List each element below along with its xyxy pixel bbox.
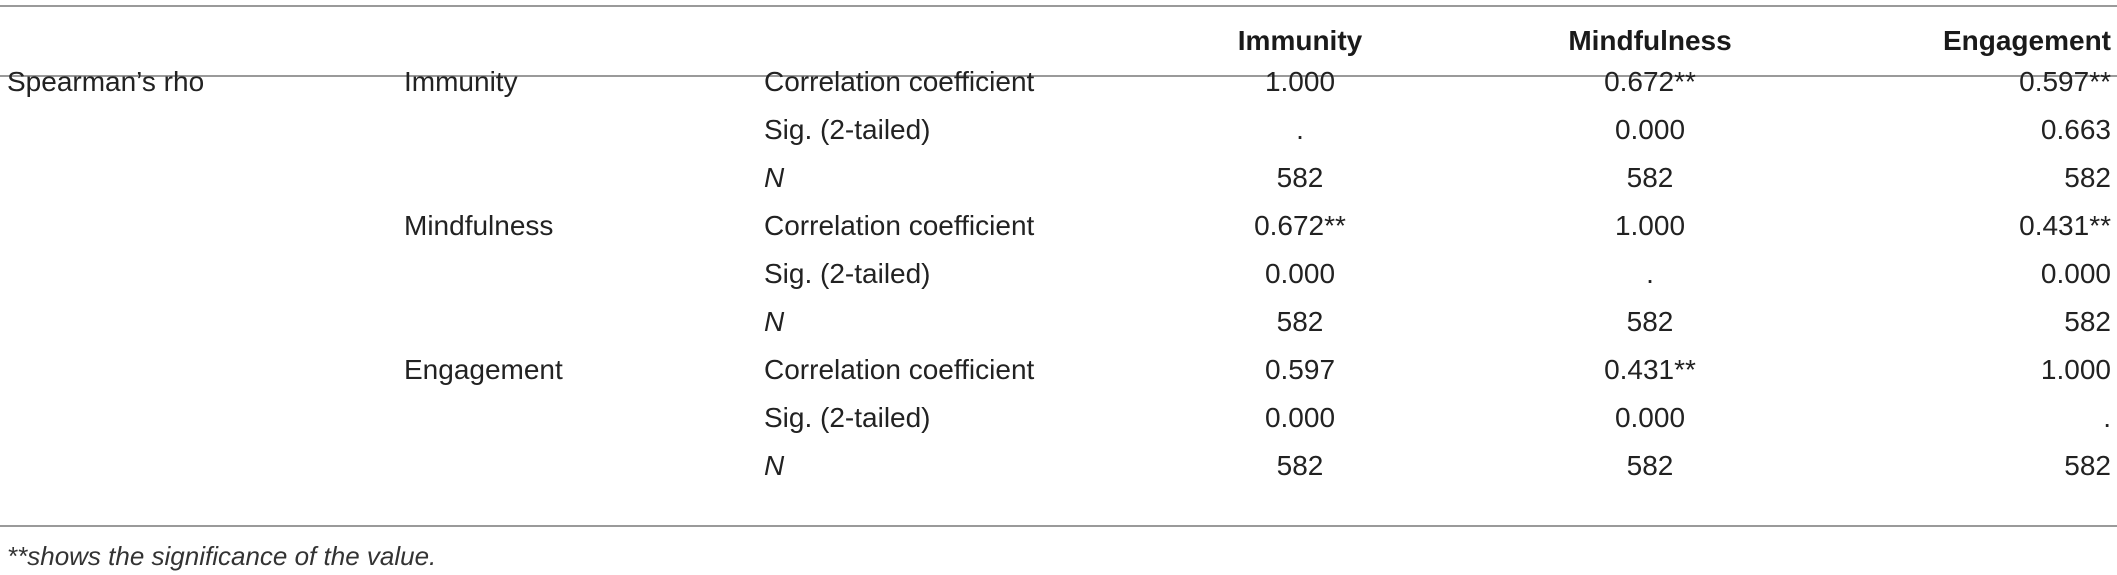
- table-bottom-rule: [0, 525, 2117, 527]
- table-top-rule: [0, 5, 2117, 7]
- table-cell: 0.672**: [1254, 210, 1346, 241]
- header-mindfulness: Mindfulness: [1568, 25, 1732, 56]
- table-footnote: **shows the significance of the value.: [7, 541, 437, 571]
- header-engagement: Engagement: [1942, 25, 2111, 56]
- table-cell: .: [1646, 258, 1654, 289]
- table-cell: 582: [2064, 450, 2111, 481]
- table-cell: 582: [1626, 306, 1674, 337]
- table-cell: 0.597: [1264, 354, 1336, 385]
- stat-label: Correlation coefficient: [764, 210, 1035, 241]
- table-cell: 1.000: [1614, 210, 1686, 241]
- table-cell: 582: [1276, 450, 1324, 481]
- stat-label: N: [764, 306, 785, 337]
- table-cell: 0.000: [1264, 258, 1336, 289]
- table-cell: 0.672**: [1604, 66, 1696, 97]
- table-cell: .: [2103, 402, 2111, 433]
- table-cell: 582: [2064, 306, 2111, 337]
- stat-label: Sig. (2-tailed): [764, 402, 931, 433]
- table-cell: 1.000: [1264, 66, 1336, 97]
- table-cell: 0.663: [2040, 114, 2111, 145]
- stat-label: Sig. (2-tailed): [764, 114, 931, 145]
- table-cell: 582: [1276, 162, 1324, 193]
- stat-label: N: [764, 450, 785, 481]
- variable-label-mindfulness: Mindfulness: [404, 210, 554, 241]
- table-header-rule: [0, 75, 2117, 77]
- table-cell: 1.000: [2040, 354, 2111, 385]
- table-cell: 582: [1626, 450, 1674, 481]
- table-cell: 0.431**: [2019, 210, 2111, 241]
- header-immunity: Immunity: [1237, 25, 1363, 56]
- table-cell: 0.431**: [1604, 354, 1696, 385]
- stat-label: Correlation coefficient: [764, 354, 1035, 385]
- table-cell: 0.000: [1614, 114, 1686, 145]
- table-cell: 582: [1626, 162, 1674, 193]
- method-label: Spearman’s rho: [7, 66, 205, 97]
- stat-label: Correlation coefficient: [764, 66, 1035, 97]
- stat-label: Sig. (2-tailed): [764, 258, 931, 289]
- stat-label: N: [764, 162, 785, 193]
- table-cell: 0.000: [2040, 258, 2111, 289]
- table-cell: 0.597**: [2019, 66, 2111, 97]
- table-cell: 0.000: [1614, 402, 1686, 433]
- table-cell: 0.000: [1264, 402, 1336, 433]
- table-cell: 582: [1276, 306, 1324, 337]
- variable-label-engagement: Engagement: [404, 354, 563, 385]
- table-cell: .: [1296, 114, 1304, 145]
- variable-label-immunity: Immunity: [404, 66, 518, 97]
- table-cell: 582: [2064, 162, 2111, 193]
